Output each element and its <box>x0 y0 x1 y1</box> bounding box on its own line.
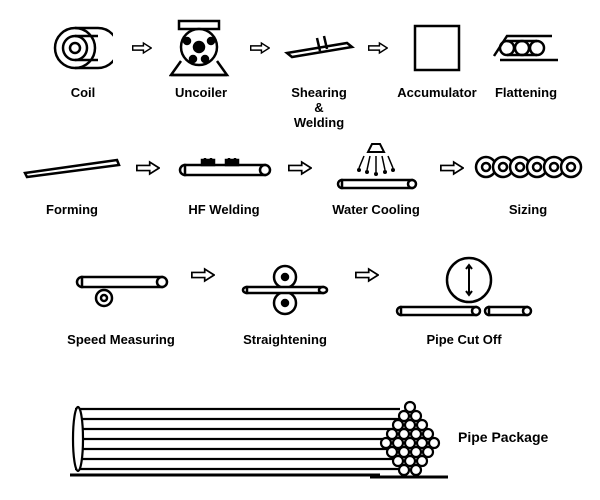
label-hf-welding: HF Welding <box>188 203 259 218</box>
shearing-welding-icon <box>282 18 357 78</box>
step-water-cooling: Water Cooling <box>312 140 440 218</box>
label-speed-measuring: Speed Measuring <box>67 333 175 348</box>
label-water-cooling: Water Cooling <box>332 203 420 218</box>
arrow-icon <box>368 18 388 78</box>
water-cooling-icon <box>334 140 419 195</box>
step-speed-measuring: Speed Measuring <box>51 255 191 348</box>
label-straightening: Straightening <box>243 333 327 348</box>
label-uncoiler: Uncoiler <box>175 86 227 101</box>
arrow-icon <box>136 140 160 195</box>
step-flattening: Flattening <box>486 18 566 101</box>
coil-icon <box>53 18 113 78</box>
label-flattening: Flattening <box>495 86 557 101</box>
label-forming: Forming <box>46 203 98 218</box>
arrow-icon <box>288 140 312 195</box>
pipe-package-icon <box>70 395 450 480</box>
step-accumulator: Accumulator <box>388 18 486 101</box>
label-coil: Coil <box>71 86 96 101</box>
arrow-icon <box>132 18 152 78</box>
label-sizing: Sizing <box>509 203 547 218</box>
step-hf-welding: HF Welding <box>160 140 288 218</box>
label-pipe-cut-off: Pipe Cut Off <box>426 333 501 348</box>
hf-welding-icon <box>177 140 272 195</box>
step-straightening: Straightening <box>215 255 355 348</box>
step-sizing: Sizing <box>464 140 592 218</box>
step-pipe-cut-off: Pipe Cut Off <box>379 255 549 348</box>
pipe-cut-off-icon <box>394 255 534 325</box>
row-2: Forming HF Welding Water Cooling Sizing <box>0 140 600 218</box>
arrow-icon <box>440 140 464 195</box>
flattening-icon <box>492 18 560 78</box>
arrow-icon <box>355 255 379 325</box>
row-1: Coil Uncoiler Shearing & Welding Accumul… <box>0 18 600 131</box>
step-coil: Coil <box>34 18 132 101</box>
label-pipe-package: Pipe Package <box>458 429 548 445</box>
step-forming: Forming <box>8 140 136 218</box>
row-3: Speed Measuring Straightening Pipe Cut O… <box>0 255 600 348</box>
step-shearing-welding: Shearing & Welding <box>270 18 368 131</box>
step-uncoiler: Uncoiler <box>152 18 250 101</box>
straightening-icon <box>240 255 330 325</box>
label-accumulator: Accumulator <box>397 86 476 101</box>
sizing-icon <box>473 140 583 195</box>
uncoiler-icon <box>169 18 234 78</box>
arrow-icon <box>250 18 270 78</box>
label-shearing-welding: Shearing & Welding <box>291 86 347 131</box>
accumulator-icon <box>412 18 462 78</box>
forming-icon <box>22 140 122 195</box>
speed-measuring-icon <box>74 255 169 325</box>
step-pipe-package: Pipe Package <box>70 395 548 480</box>
arrow-icon <box>191 255 215 325</box>
